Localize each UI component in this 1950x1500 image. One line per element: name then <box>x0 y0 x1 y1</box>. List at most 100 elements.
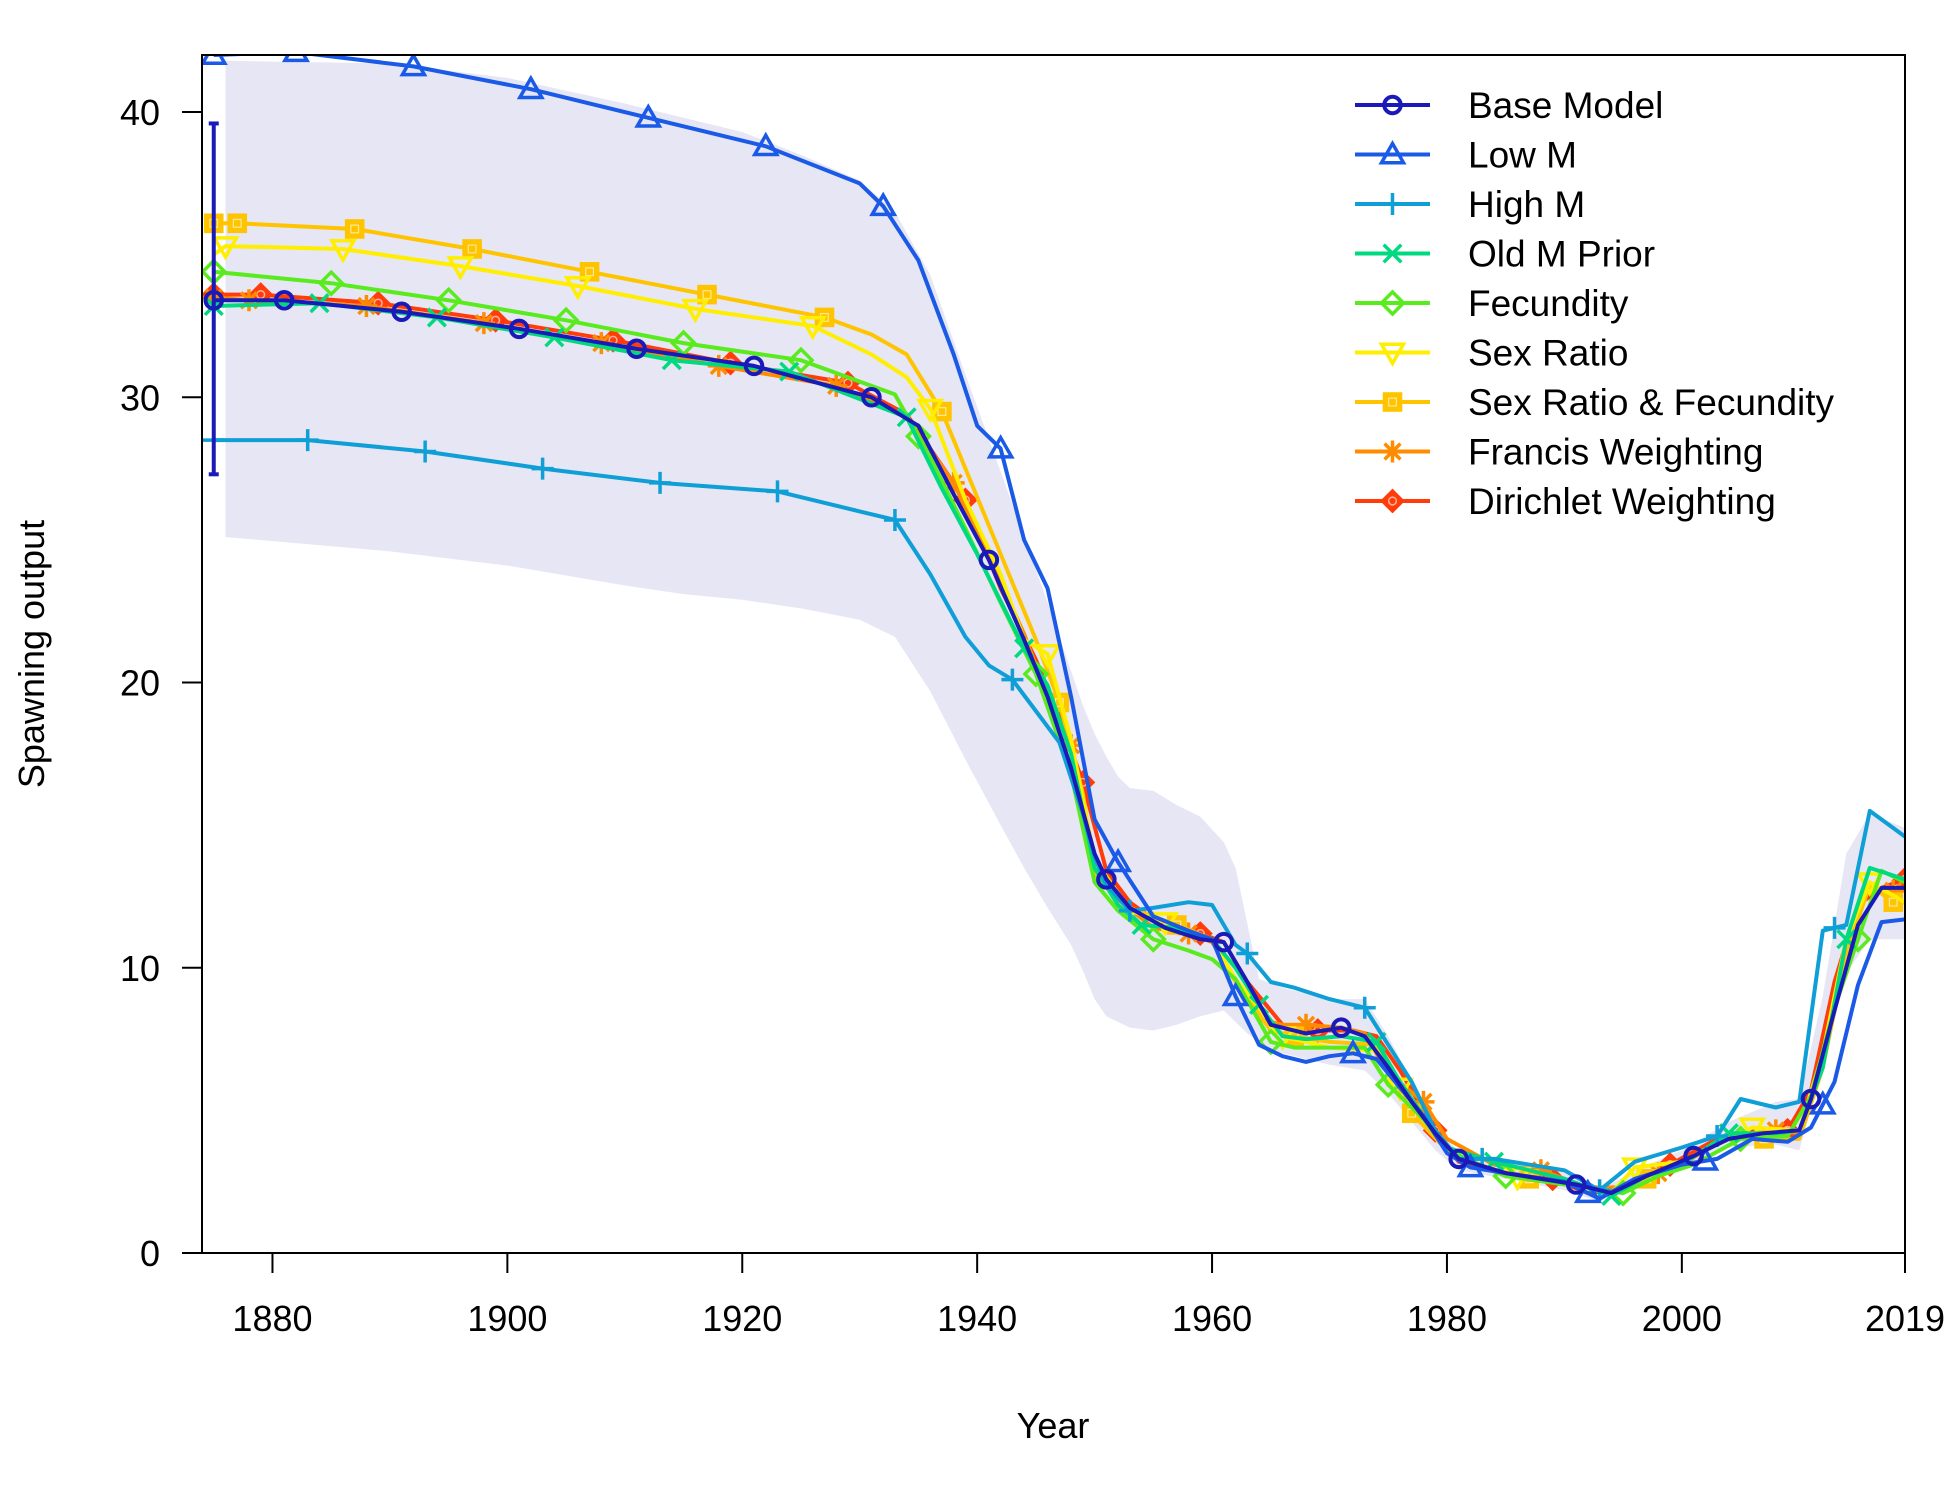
legend-marker <box>1378 139 1407 165</box>
legend-marker <box>1382 94 1403 116</box>
data-point-fecundity <box>904 422 932 450</box>
legend-marker <box>1381 193 1404 215</box>
data-point-high-m <box>649 471 672 494</box>
data-point-low-m <box>516 74 545 100</box>
x-tick-label: 2000 <box>1642 1298 1722 1339</box>
data-point-base-model <box>626 338 647 360</box>
legend-item: Fecundity <box>1355 283 1629 324</box>
legend-label: High M <box>1468 184 1585 225</box>
data-point-francis-weighting <box>1295 1013 1318 1036</box>
data-point-high-m <box>1001 668 1024 691</box>
legend-item: High M <box>1355 184 1585 225</box>
error-bar-layer <box>208 121 219 477</box>
legend-label: Old M Prior <box>1468 234 1655 275</box>
legend-item: Low M <box>1355 135 1577 176</box>
data-point-base-model <box>1565 1174 1587 1195</box>
legend-marker <box>1382 243 1403 264</box>
y-tick-label: 10 <box>120 948 160 989</box>
y-tick-label: 20 <box>120 663 160 704</box>
data-point-high-m <box>414 440 437 463</box>
data-point-sex-ratio <box>1738 1117 1767 1143</box>
legend-label: Sex Ratio <box>1468 333 1628 374</box>
data-point-fecundity <box>317 269 345 297</box>
data-point-low-m <box>869 191 898 217</box>
data-point-low-m <box>1338 1038 1368 1064</box>
data-point-sex-ratio <box>563 276 592 301</box>
data-point-low-m <box>1221 981 1250 1007</box>
data-point-base-model <box>273 290 295 311</box>
data-point-sex-ratio <box>916 398 945 424</box>
x-tick-label: 1980 <box>1407 1298 1487 1339</box>
legend-label: Sex Ratio & Fecundity <box>1468 382 1835 423</box>
data-point-sex-ratio <box>1033 644 1062 669</box>
confidence-band <box>225 60 1905 1202</box>
data-point-base-model <box>1213 931 1235 953</box>
series-layer <box>202 55 1905 1207</box>
legend: Base Model Low M High M Old M Prior Fecundit… <box>1355 85 1835 522</box>
series-low-m <box>202 55 1905 1204</box>
legend-label: Fecundity <box>1468 283 1629 324</box>
series-line-high-m <box>213 438 1905 1193</box>
data-point-sex-ratio <box>328 238 357 264</box>
data-point-high-m <box>1236 942 1259 965</box>
series-line-base-model <box>213 298 1905 1196</box>
legend-label: Francis Weighting <box>1468 432 1763 473</box>
data-point-low-m <box>281 55 310 63</box>
data-point-francis-weighting <box>942 471 965 494</box>
legend-item: Old M Prior <box>1355 234 1655 275</box>
data-point-high-m <box>1353 996 1376 1019</box>
legend-label: Base Model <box>1468 85 1663 126</box>
legend-label: Low M <box>1468 135 1577 176</box>
data-point-sex-ratio-fecundity <box>227 213 248 234</box>
legend-marker <box>1379 289 1406 317</box>
data-point-sex-ratio-fecundity <box>462 239 482 259</box>
y-axis-label: Spawning output <box>11 520 52 788</box>
confidence-band-layer <box>225 60 1905 1202</box>
data-point-francis-weighting <box>355 295 378 318</box>
data-point-sex-ratio <box>1620 1157 1649 1182</box>
x-tick-label: 1940 <box>937 1298 1017 1339</box>
data-point-base-model <box>1096 869 1117 890</box>
data-point-high-m <box>1823 916 1846 939</box>
data-point-fecundity <box>1139 925 1167 953</box>
data-point-low-m <box>986 434 1015 459</box>
legend-item: Sex Ratio & Fecundity <box>1355 382 1835 423</box>
y-tick-label: 0 <box>140 1233 160 1274</box>
data-point-francis-weighting <box>1529 1159 1552 1182</box>
data-point-high-m <box>883 508 906 531</box>
legend-marker <box>1380 488 1405 514</box>
data-point-low-m <box>202 55 228 65</box>
data-point-sex-ratio <box>211 236 240 261</box>
data-point-sex-ratio <box>446 256 475 281</box>
legend-marker <box>1381 440 1404 463</box>
data-point-low-m <box>1104 847 1133 873</box>
x-tick-label: 1900 <box>467 1298 547 1339</box>
data-point-sex-ratio-fecundity <box>344 219 365 239</box>
data-point-base-model <box>1800 1088 1822 1110</box>
data-point-base-model <box>1448 1148 1469 1170</box>
x-axis: 1880 1900 1920 1940 1960 1980 2000 2019 <box>232 1253 1945 1339</box>
data-point-base-model <box>1330 1017 1352 1038</box>
x-tick-label: 1880 <box>232 1298 312 1339</box>
data-point-low-m <box>751 131 780 157</box>
series-base-model <box>203 290 1905 1196</box>
legend-item: Base Model <box>1355 85 1663 126</box>
data-point-low-m <box>399 55 428 77</box>
legend-label: Dirichlet Weighting <box>1468 481 1776 522</box>
legend-marker <box>1382 392 1403 412</box>
data-point-base-model <box>978 549 1000 571</box>
x-tick-label: 1960 <box>1172 1298 1252 1339</box>
data-point-high-m <box>531 457 554 480</box>
data-point-fecundity <box>1257 1028 1285 1056</box>
data-point-base-model <box>1683 1145 1704 1167</box>
data-point-base-model <box>861 387 882 408</box>
y-axis: 0 10 20 30 40 <box>120 92 202 1274</box>
x-tick-label: 1920 <box>702 1298 782 1339</box>
legend-item: Sex Ratio <box>1355 333 1628 374</box>
data-point-old-m-prior <box>544 327 565 348</box>
data-point-base-model <box>743 355 765 377</box>
x-axis-label: Year <box>1017 1405 1090 1446</box>
plot-frame <box>201 54 1906 1254</box>
legend-item: Francis Weighting <box>1355 432 1763 473</box>
